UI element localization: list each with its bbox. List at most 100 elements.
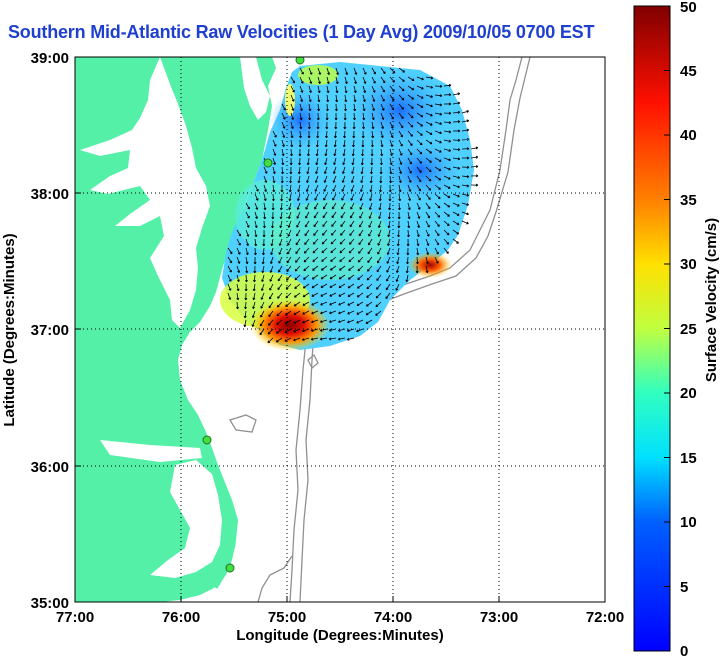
velocity-arrow <box>297 175 301 184</box>
velocity-arrow <box>377 238 382 246</box>
velocity-arrow <box>434 238 440 246</box>
velocity-arrow <box>368 202 373 210</box>
delaware-bay <box>240 57 270 120</box>
velocity-arrow <box>262 229 266 238</box>
velocity-arrow <box>329 319 337 323</box>
velocity-arrow <box>425 130 433 135</box>
velocity-arrow <box>269 265 274 273</box>
velocity-arrow <box>259 328 265 336</box>
velocity-arrow <box>361 148 365 157</box>
velocity-arrow <box>368 229 373 237</box>
velocity-arrow <box>351 157 355 166</box>
velocity-arrow <box>338 310 346 315</box>
velocity-arrow <box>405 265 409 274</box>
velocity-arrow <box>278 256 283 264</box>
velocity-arrow <box>357 256 364 263</box>
velocity-arrow <box>344 85 348 94</box>
velocity-arrow <box>338 274 346 280</box>
velocity-arrow <box>380 148 384 157</box>
velocity-arrow <box>344 94 348 103</box>
velocity-arrow <box>333 157 337 166</box>
velocity-arrow <box>302 301 310 306</box>
velocity-arrow <box>416 94 424 99</box>
colorbar-tick-label: 15 <box>680 450 697 467</box>
velocity-arrow <box>396 256 400 265</box>
velocity-arrow <box>272 130 277 138</box>
velocity-arrow <box>387 220 391 229</box>
velocity-arrow <box>425 193 431 200</box>
velocity-arrow <box>287 229 292 237</box>
velocity-arrow <box>434 247 439 255</box>
velocity-arrow <box>407 148 413 156</box>
velocity-arrow <box>376 283 382 290</box>
velocity-arrow <box>416 139 423 146</box>
velocity-arrow <box>385 283 391 291</box>
velocity-arrow <box>416 193 421 201</box>
velocity-arrow <box>470 165 479 169</box>
velocity-arrow <box>262 238 266 247</box>
velocity-arrow <box>356 310 364 315</box>
velocity-arrow <box>347 283 355 289</box>
velocity-arrow <box>268 301 274 309</box>
velocity-arrow <box>320 292 328 297</box>
velocity-arrow <box>347 301 355 306</box>
velocity-arrow <box>443 166 451 171</box>
velocity-arrow <box>317 85 321 94</box>
velocity-arrow <box>389 67 396 74</box>
velocity-arrow <box>434 220 440 227</box>
velocity-arrow <box>398 85 405 92</box>
velocity-arrow <box>285 310 292 316</box>
velocity-arrow <box>330 238 337 245</box>
velocity-arrow <box>353 76 358 84</box>
velocity-arrow <box>452 166 461 170</box>
velocity-arrow <box>425 247 430 255</box>
velocity-arrow <box>337 337 346 341</box>
velocity-arrow <box>281 112 286 120</box>
velocity-arrow <box>314 202 319 210</box>
velocity-arrow <box>267 337 274 344</box>
velocity-arrow <box>338 301 346 306</box>
velocity-arrow <box>452 157 461 161</box>
velocity-arrow <box>298 157 302 166</box>
velocity-arrow <box>443 83 452 87</box>
velocity-arrow <box>328 328 337 332</box>
velocity-arrow <box>293 337 301 342</box>
velocity-arrow <box>379 166 383 175</box>
velocity-arrow <box>425 229 430 237</box>
velocity-arrow <box>443 130 452 134</box>
velocity-arrow <box>302 283 310 289</box>
velocity-arrow <box>277 292 283 299</box>
velocity-arrow <box>367 238 373 246</box>
velocity-arrow <box>452 211 460 216</box>
velocity-arrow <box>362 85 367 93</box>
velocity-arrow <box>398 148 403 156</box>
velocity-arrow <box>316 112 320 121</box>
velocity-arrow <box>289 175 293 184</box>
velocity-arrow <box>352 112 356 121</box>
y-tick-label: 38:00 <box>31 186 69 203</box>
velocity-arrow <box>331 229 337 236</box>
velocity-arrow <box>386 247 391 255</box>
velocity-arrow <box>425 139 433 145</box>
velocity-arrow <box>272 139 277 147</box>
velocity-arrow <box>299 112 303 121</box>
velocity-arrow <box>370 139 374 148</box>
colorbar-tick-label: 25 <box>680 321 697 338</box>
velocity-arrow <box>244 283 248 292</box>
velocity-arrow <box>236 274 240 283</box>
velocity-arrow <box>295 247 301 254</box>
velocity-arrow <box>461 175 470 179</box>
velocity-arrow <box>311 319 319 324</box>
velocity-arrow <box>357 283 364 289</box>
velocity-arrow <box>287 220 292 228</box>
velocity-arrow <box>245 202 250 210</box>
velocity-arrow <box>375 301 382 308</box>
velocity-arrow <box>378 202 382 211</box>
velocity-arrow <box>360 166 364 175</box>
velocity-arrow <box>380 112 385 120</box>
velocity-arrow <box>443 220 450 227</box>
velocity-arrow <box>339 238 346 245</box>
velocity-arrow <box>351 166 355 175</box>
velocity-arrow <box>335 94 339 103</box>
x-tick-label: 77:00 <box>56 609 94 626</box>
